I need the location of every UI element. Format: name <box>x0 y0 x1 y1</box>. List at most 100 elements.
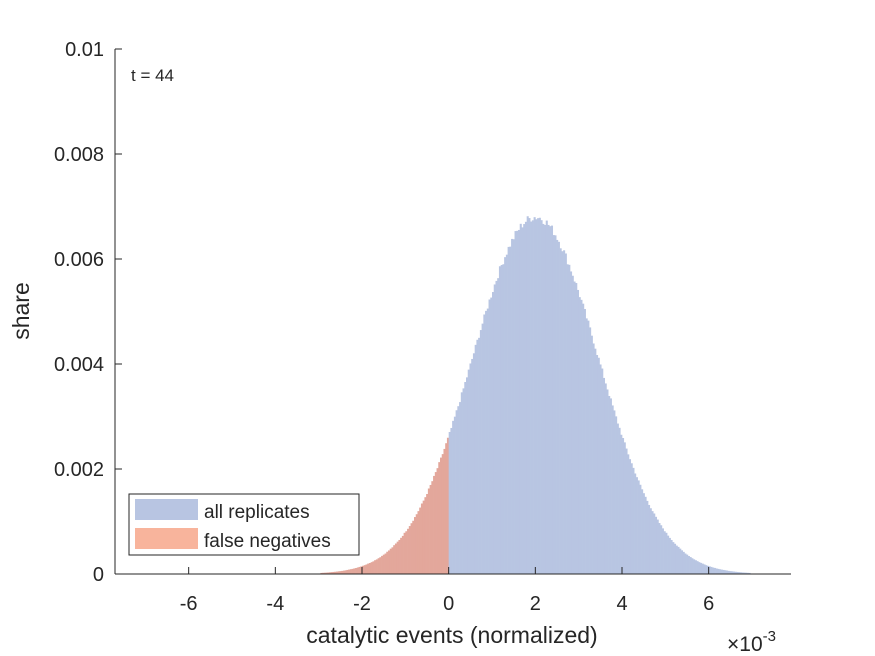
histogram-bar <box>400 537 403 574</box>
annotation-text: t = 44 <box>131 66 174 85</box>
histogram-bar <box>713 567 716 574</box>
histogram-bar <box>576 289 580 574</box>
histogram-bar <box>679 548 682 574</box>
histogram-bar <box>438 462 441 574</box>
histogram-bar <box>398 539 401 574</box>
histogram-bar <box>334 571 337 574</box>
histogram-bar <box>485 310 488 574</box>
histogram-bar <box>596 355 599 574</box>
histogram-bar <box>729 571 732 574</box>
histogram-bar <box>564 253 567 575</box>
histogram-bar <box>486 308 489 574</box>
histogram-bar <box>585 318 588 574</box>
histogram-bar <box>639 484 642 574</box>
histogram-bar <box>535 219 538 574</box>
histogram-bar <box>606 389 609 574</box>
histogram-bar <box>490 297 493 574</box>
histogram-bar <box>620 434 623 574</box>
histogram-bar <box>433 475 436 574</box>
histogram-bar <box>419 507 422 574</box>
histogram-bar <box>738 572 741 574</box>
histogram-bar <box>478 337 481 574</box>
histogram-bar <box>719 569 722 574</box>
histogram-bar <box>393 545 396 574</box>
histogram-bar <box>327 572 330 574</box>
histogram-bar <box>481 323 484 574</box>
histogram-bar <box>694 560 697 574</box>
histogram-bar <box>552 235 555 575</box>
histogram-bar <box>363 565 366 574</box>
histogram-bar <box>408 526 411 574</box>
histogram-bar <box>415 514 418 574</box>
histogram-bar <box>521 227 524 574</box>
histogram-bar <box>401 535 404 574</box>
histogram-bar <box>622 438 625 574</box>
y-tick-label: 0.004 <box>54 354 104 376</box>
histogram-bar <box>424 497 427 574</box>
histogram-bar <box>557 241 560 574</box>
histogram-bar <box>514 231 517 574</box>
histogram-bar <box>537 218 540 574</box>
histogram-bar <box>661 528 664 574</box>
histogram-bar <box>660 525 663 574</box>
histogram-bar <box>701 563 704 574</box>
histogram-bar <box>353 568 356 574</box>
histogram-bar <box>410 523 413 574</box>
histogram-bar <box>467 369 470 574</box>
y-axis-label: share <box>8 282 34 340</box>
histogram-bar <box>375 559 378 574</box>
histogram-bar <box>426 494 429 574</box>
histogram-bar <box>597 357 600 574</box>
histogram-bar <box>341 570 344 574</box>
histogram-bar <box>668 537 671 574</box>
histogram-bar <box>403 532 406 574</box>
ticks: -6 -4 -2 0 2 4 6 0 0.002 0.004 0.006 0.008 0.01 <box>54 39 714 615</box>
x-tick-label: 2 <box>530 593 541 615</box>
histogram-bar <box>344 570 347 574</box>
histogram-bar <box>566 264 569 574</box>
x-exponent-base: ×10 <box>727 633 763 656</box>
histogram-bar <box>511 238 514 575</box>
histogram-bar <box>505 254 508 575</box>
histogram-bar <box>559 248 562 575</box>
histogram-bar <box>440 457 443 574</box>
histogram-bar <box>618 427 621 574</box>
legend-swatch-false-negatives <box>135 528 198 549</box>
histogram-bar <box>724 570 727 574</box>
histogram-bar <box>686 554 689 574</box>
histogram-bar <box>649 508 652 574</box>
histogram-bar <box>726 570 729 574</box>
histogram-bar <box>342 570 346 574</box>
x-exponent-power: -3 <box>763 628 776 645</box>
histogram-bar <box>693 559 696 574</box>
histogram-bar <box>708 566 711 574</box>
histogram-bar <box>705 565 708 574</box>
histogram-bar <box>748 572 751 574</box>
histogram-bar <box>336 571 339 574</box>
y-tick-label: 0.002 <box>54 459 104 481</box>
histogram-bar <box>571 275 574 574</box>
histogram-bar <box>743 572 746 574</box>
histogram-bar <box>663 531 666 574</box>
histogram-bar <box>443 448 446 574</box>
histogram-bar <box>570 271 573 574</box>
histogram-bar <box>616 423 619 574</box>
histogram-bar <box>632 467 635 574</box>
histogram-bar <box>502 264 505 574</box>
histogram-bar <box>452 420 455 574</box>
histogram-bars <box>320 216 751 575</box>
histogram-bar <box>712 567 715 574</box>
histogram-bar <box>507 246 510 574</box>
histogram-bar <box>734 571 737 574</box>
histogram-bar <box>575 282 578 574</box>
histogram-bar <box>563 250 566 575</box>
histogram-bar <box>642 493 645 574</box>
histogram-bar <box>446 437 450 574</box>
histogram-bar <box>550 225 554 574</box>
histogram-bar <box>500 264 503 574</box>
histogram-bar <box>325 572 328 574</box>
histogram-bar <box>493 284 496 574</box>
histogram-bar <box>469 363 472 574</box>
histogram-bar <box>590 335 593 574</box>
histogram-bar <box>587 320 590 574</box>
